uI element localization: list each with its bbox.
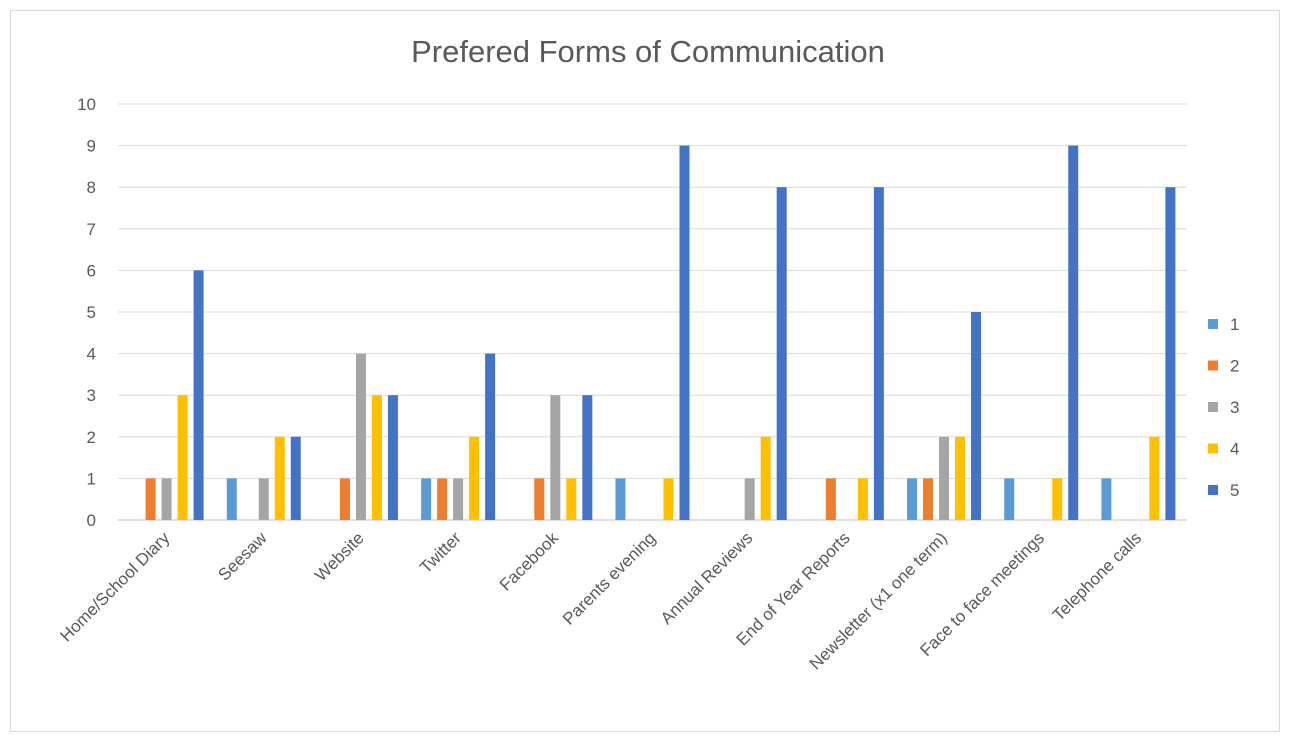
bar-telephone-calls-series-1 [1101, 478, 1112, 520]
x-category-label: Annual Reviews [657, 528, 757, 628]
bar-home-school-diary-series-2 [145, 478, 156, 520]
legend-swatch [1208, 443, 1218, 454]
legend: 1 2 3 4 5 [1208, 315, 1239, 500]
bars [145, 145, 1176, 520]
legend-label: 3 [1230, 398, 1239, 417]
bar-twitter-series-3 [453, 478, 464, 520]
bar-parents-evening-series-5 [679, 145, 690, 520]
bar-telephone-calls-series-4 [1149, 436, 1160, 520]
bar-annual-reviews-series-5 [776, 187, 787, 520]
y-tick-label: 1 [87, 469, 96, 488]
bar-twitter-series-5 [485, 353, 496, 520]
legend-label: 4 [1230, 440, 1239, 459]
bar-website-series-2 [339, 478, 350, 520]
bar-facebook-series-3 [550, 395, 561, 520]
bar-newsletter-x1-one-term-series-5 [971, 312, 982, 520]
bar-home-school-diary-series-5 [193, 270, 204, 520]
bar-telephone-calls-series-5 [1165, 187, 1176, 520]
x-category-label: Facebook [496, 528, 563, 595]
y-tick-label: 10 [77, 95, 96, 114]
legend-label: 2 [1230, 357, 1239, 376]
x-category-label: Seesaw [214, 528, 271, 585]
bar-end-of-year-reports-series-5 [873, 187, 884, 520]
legend-swatch [1208, 485, 1218, 495]
bar-website-series-3 [355, 353, 366, 520]
y-axis-ticks: 0 1 2 3 4 5 6 7 8 9 10 [77, 95, 96, 530]
bar-end-of-year-reports-series-2 [825, 478, 836, 520]
bar-facebook-series-4 [566, 478, 577, 520]
bar-seesaw-series-3 [258, 478, 269, 520]
bar-facebook-series-5 [582, 395, 593, 520]
x-category-label: Twitter [416, 528, 465, 577]
y-tick-label: 6 [87, 261, 96, 280]
x-category-label: Parents evening [559, 528, 659, 628]
bar-home-school-diary-series-3 [161, 478, 172, 520]
bar-end-of-year-reports-series-4 [857, 478, 868, 520]
bar-face-to-face-meetings-series-1 [1004, 478, 1015, 520]
legend-label: 5 [1230, 481, 1239, 500]
y-tick-label: 9 [87, 137, 96, 156]
bar-seesaw-series-1 [226, 478, 237, 520]
bar-newsletter-x1-one-term-series-1 [907, 478, 918, 520]
bar-face-to-face-meetings-series-5 [1068, 145, 1079, 520]
bar-newsletter-x1-one-term-series-3 [939, 436, 950, 520]
y-tick-label: 2 [87, 428, 96, 447]
legend-label: 1 [1230, 315, 1239, 334]
bar-parents-evening-series-1 [615, 478, 626, 520]
bar-seesaw-series-4 [274, 436, 285, 520]
bar-seesaw-series-5 [290, 436, 301, 520]
y-tick-label: 4 [87, 345, 96, 364]
chart-title: Prefered Forms of Communication [411, 34, 885, 69]
bar-parents-evening-series-4 [663, 478, 674, 520]
x-category-label: Telephone calls [1049, 528, 1145, 624]
legend-swatch [1208, 360, 1218, 371]
x-category-label: Home/School Diary [56, 528, 173, 645]
bar-newsletter-x1-one-term-series-2 [923, 478, 934, 520]
bar-home-school-diary-series-4 [177, 395, 188, 520]
bar-website-series-5 [387, 395, 398, 520]
bar-facebook-series-2 [534, 478, 545, 520]
y-tick-label: 7 [87, 220, 96, 239]
bar-annual-reviews-series-4 [760, 436, 771, 520]
y-tick-label: 0 [87, 511, 96, 530]
bar-face-to-face-meetings-series-4 [1052, 478, 1063, 520]
bar-twitter-series-2 [437, 478, 448, 520]
bar-newsletter-x1-one-term-series-4 [955, 436, 966, 520]
bar-twitter-series-4 [469, 436, 480, 520]
bar-annual-reviews-series-3 [744, 478, 755, 520]
legend-swatch [1208, 319, 1218, 329]
y-tick-label: 3 [87, 386, 96, 405]
y-tick-label: 8 [87, 178, 96, 197]
x-category-label: Website [311, 528, 368, 585]
bar-website-series-4 [371, 395, 382, 520]
x-axis-categories: Home/School Diary Seesaw Website Twitter Fac… [56, 528, 1145, 674]
legend-swatch [1208, 402, 1218, 412]
y-tick-label: 5 [87, 303, 96, 322]
bar-twitter-series-1 [421, 478, 432, 520]
